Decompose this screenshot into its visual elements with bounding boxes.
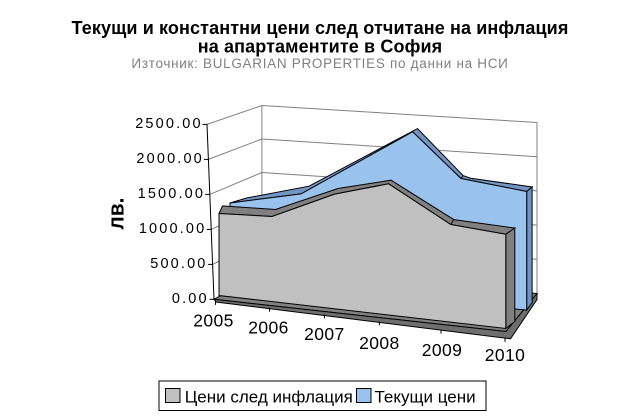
svg-text:Текущи цени: Текущи цени xyxy=(375,388,476,407)
svg-text:2007: 2007 xyxy=(304,324,345,344)
svg-text:Текущи и константни цени след: Текущи и константни цени след отчитане н… xyxy=(71,18,568,38)
svg-text:2005: 2005 xyxy=(193,311,234,331)
svg-text:2010: 2010 xyxy=(485,345,526,365)
svg-text:0.00: 0.00 xyxy=(172,291,209,307)
svg-text:Цени след инфлация: Цени след инфлация xyxy=(185,388,353,407)
svg-text:1500.00: 1500.00 xyxy=(138,186,205,202)
svg-text:2500.00: 2500.00 xyxy=(135,116,202,132)
svg-text:2008: 2008 xyxy=(359,333,400,353)
svg-text:на апартаментите в София: на апартаментите в София xyxy=(198,37,443,57)
svg-text:лв.: лв. xyxy=(104,198,129,230)
svg-text:2006: 2006 xyxy=(248,317,289,337)
svg-text:2000.00: 2000.00 xyxy=(136,151,203,167)
svg-text:500.00: 500.00 xyxy=(150,256,207,272)
svg-text:Източник: BULGARIAN PROPERTIES: Източник: BULGARIAN PROPERTIES по данни … xyxy=(131,56,508,71)
svg-text:1000.00: 1000.00 xyxy=(139,221,206,237)
svg-text:2009: 2009 xyxy=(422,340,463,360)
